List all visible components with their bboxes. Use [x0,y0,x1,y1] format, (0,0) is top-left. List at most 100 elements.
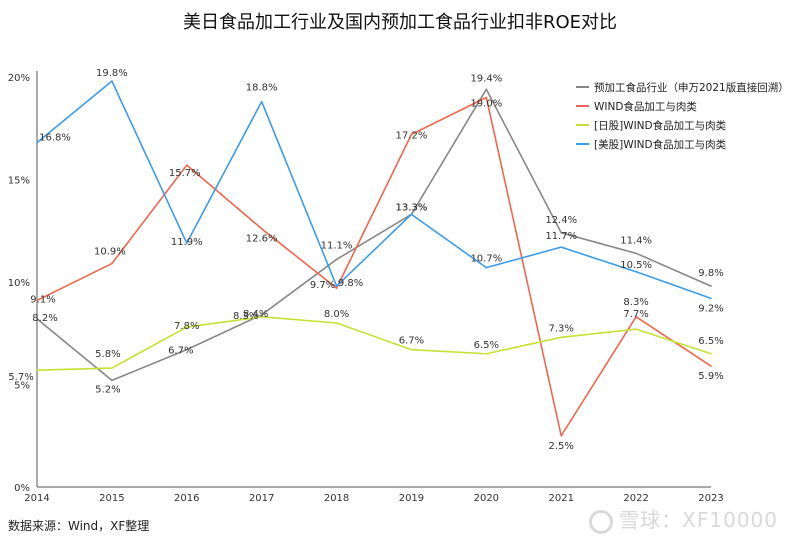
data-point [710,297,712,300]
data-point [335,258,338,261]
y-tick-label: 10% [8,278,30,289]
legend-label: WIND食品加工与肉类 [594,100,697,113]
data-point [485,88,488,91]
x-tick-label: 2022 [623,493,648,504]
data-label: 5.7% [8,372,33,383]
data-label: 9.1% [30,294,55,305]
y-tick-label: 15% [8,176,30,187]
watermark: 雪球：XF10000 [589,504,778,534]
data-label: 13.3% [396,202,428,213]
x-tick-label: 2015 [99,493,124,504]
data-label: 10.9% [94,247,126,258]
data-label: 5.9% [698,371,723,382]
legend: 预加工食品行业（申万2021版直接回溯） WIND食品加工与肉类 [日股]WIND食… [576,81,789,151]
data-point [560,232,563,234]
data-point [485,266,488,269]
data-point [260,314,263,316]
x-tick-label: 2017 [249,493,274,504]
data-label: 9.8% [698,268,723,279]
data-label: 17.2% [396,130,428,141]
watermark-text: 雪球：XF10000 [619,508,778,532]
x-tick-label: 2019 [399,493,424,504]
data-label: 19.0% [470,99,502,110]
x-tick-label: 2023 [698,493,723,504]
legend-label: [美股]WIND食品加工与肉类 [594,138,727,151]
data-label: 12.6% [246,234,278,245]
data-point [710,365,712,367]
y-tick-label: 0% [14,483,30,494]
data-point [335,322,338,324]
data-label: 5.2% [95,384,120,395]
data-label: 11.7% [545,231,577,242]
data-point [410,213,413,216]
data-point [560,336,563,339]
x-tick-label: 2021 [548,493,573,504]
data-label: 15.7% [169,168,201,179]
data-label: 10.7% [470,254,502,265]
data-point [185,242,188,244]
series-lines [36,80,712,437]
data-label: 18.8% [246,83,278,94]
data-label: 9.2% [698,303,723,314]
data-point [635,328,637,330]
data-label: 7.7% [623,309,648,320]
data-point [36,141,38,144]
data-point [36,369,38,371]
x-tick-label: 2018 [324,493,349,504]
data-point [185,348,188,351]
source-note: 数据来源：Wind，XF整理 [8,519,150,533]
data-point [635,270,637,273]
data-point [335,285,338,287]
data-label: 6.5% [698,336,723,347]
data-label: 8.3% [623,297,648,308]
data-label: 6.5% [474,340,499,351]
data-label: 9.8% [338,278,363,289]
data-point [36,299,38,302]
legend-label: [日股]WIND食品加工与肉类 [594,119,727,132]
data-point [410,133,413,136]
data-label: 19.4% [470,73,502,84]
data-label: 13.3% [396,202,428,213]
x-tick-label: 2016 [174,493,199,504]
data-point [635,252,637,255]
y-tick-label: 20% [8,73,30,84]
data-point [260,316,263,318]
data-point [335,287,338,289]
data-label: 8.4% [243,309,268,320]
data-point [185,326,188,328]
data-point [710,352,712,355]
data-point [260,100,263,103]
data-label: 2.5% [549,441,574,452]
data-point [710,285,712,287]
y-tick-label: 5% [14,381,30,392]
data-label: 11.1% [321,240,353,251]
data-point [485,96,488,99]
data-point [485,352,488,355]
data-label: 7.8% [174,321,199,332]
data-point [111,80,113,82]
data-label: 8.2% [32,313,57,324]
data-point [185,164,188,166]
data-label: 19.8% [96,68,128,79]
axes: 2014 2015 2016 2017 2018 2019 2020 2021 2022 2023… [8,71,724,504]
data-label: 6.7% [399,336,424,347]
data-point [560,246,563,248]
snowball-logo-icon [589,509,614,534]
series-line [36,316,712,371]
data-point [635,316,637,318]
data-label: 11.9% [171,237,203,248]
data-label: 7.3% [549,323,574,334]
x-tick-label: 2014 [24,493,49,504]
x-tick-label: 2020 [474,493,499,504]
series-line [36,88,712,382]
legend-label: 预加工食品行业（申万2021版直接回溯） [594,81,789,94]
chart-title: 美日食品加工行业及国内预加工食品行业扣非ROE对比 [182,12,618,33]
series-line [36,96,712,437]
data-label: 16.8% [39,133,71,144]
data-label: 9.7% [310,280,335,291]
data-label: 6.7% [168,346,193,357]
data-label: 8.3% [233,311,258,322]
data-label: 11.4% [620,235,652,246]
data-point [410,348,413,351]
